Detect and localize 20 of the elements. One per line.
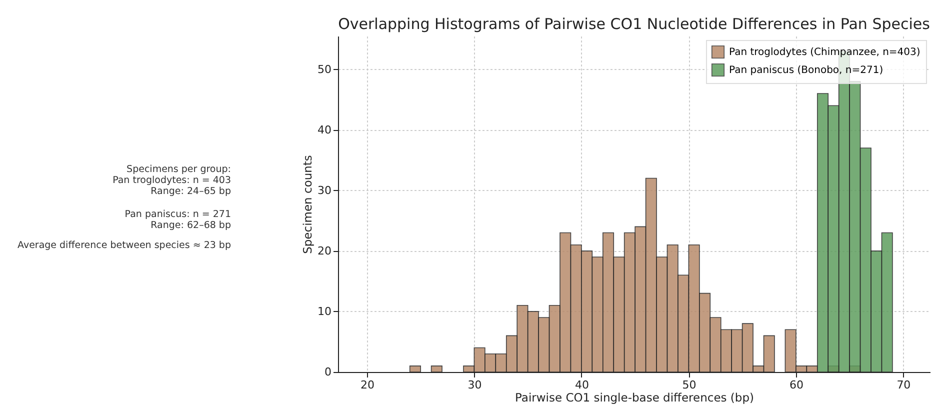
- x-tick-label: 20: [360, 378, 374, 392]
- text: Average difference between species ≈ 23 bp: [18, 240, 231, 251]
- x-tick-label: 70: [896, 378, 911, 392]
- text: Pan paniscus: n = 271 Range: 62–68 bp: [124, 209, 231, 231]
- text: Specimens per group: Pan troglodytes: n = 403 Range: 24–65 bp: [112, 164, 231, 197]
- x-tick-label: 50: [682, 378, 696, 392]
- x-tick-label: 30: [468, 378, 482, 392]
- y-tick-label: 0: [324, 366, 332, 378]
- y-axis-title: Specimen counts: [300, 155, 315, 254]
- y-tick-label: 50: [318, 62, 332, 76]
- y-tick-label: 30: [318, 184, 332, 197]
- x-tick-label: 60: [789, 378, 804, 392]
- y-tick-label: 10: [318, 304, 332, 318]
- legend-label: Pan paniscus (Bonobo, n=271): [729, 65, 884, 76]
- y-tick-label: 40: [318, 123, 332, 136]
- legend-label: Pan troglodytes (Chimpanzee, n=403): [729, 47, 920, 58]
- chart-title: Overlapping Histograms of Pairwise CO1 Nucleotide Differences in Pan Species: [338, 15, 930, 33]
- x-tick-label: 40: [574, 378, 589, 392]
- y-tick-label: 20: [318, 244, 332, 258]
- x-axis-title: Pairwise CO1 single-base differences (bp): [515, 390, 754, 404]
